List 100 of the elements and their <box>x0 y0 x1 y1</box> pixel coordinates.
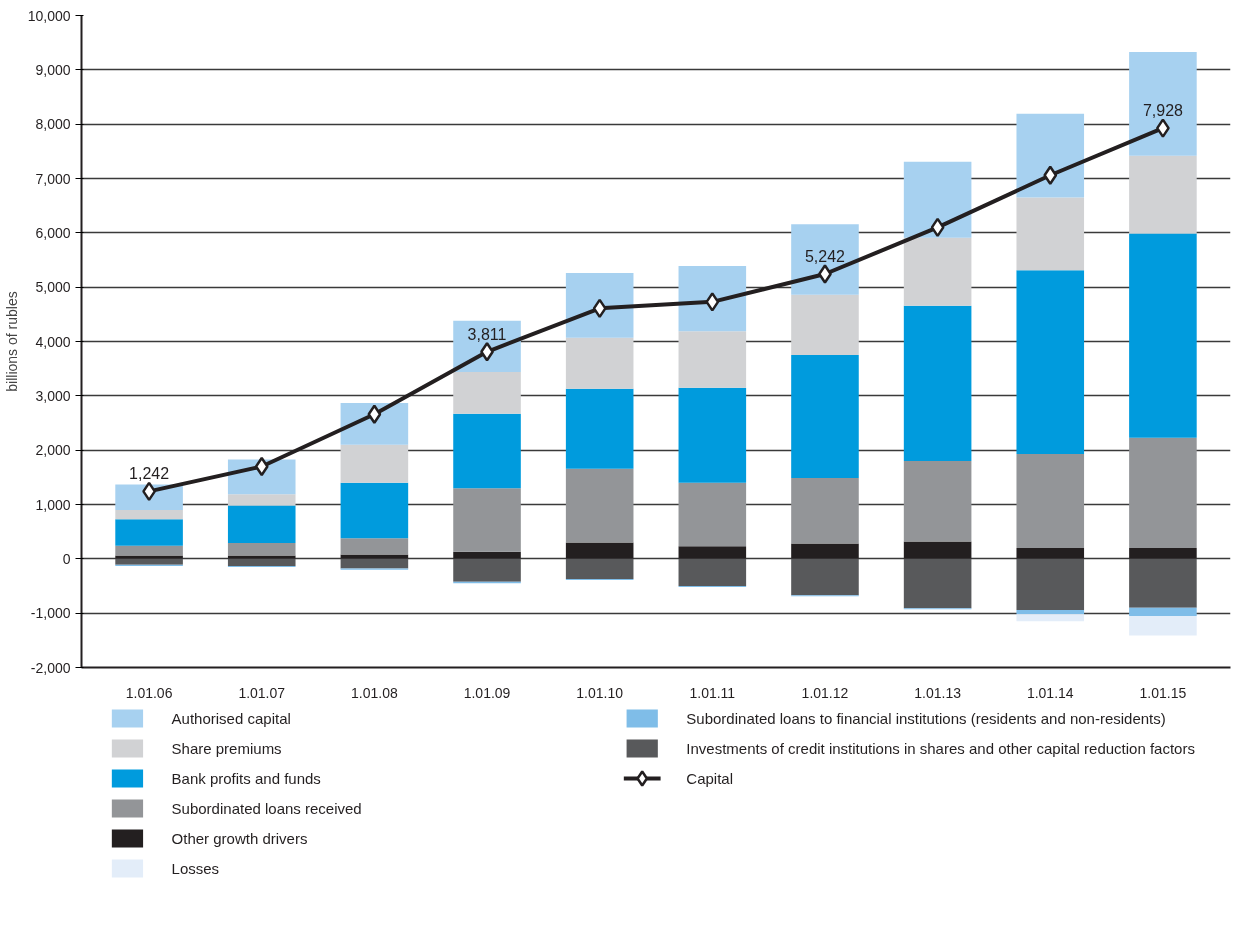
x-tick-label: 1.01.09 <box>463 684 511 701</box>
bar <box>453 488 521 552</box>
legend-label: Authorised capital <box>171 710 291 727</box>
bar <box>115 558 183 565</box>
x-tick-label: 1.01.13 <box>914 684 962 701</box>
legend-label: Bank profits and funds <box>171 770 321 787</box>
legend-label: Other growth drivers <box>171 830 308 847</box>
bar <box>1016 547 1085 559</box>
bar <box>1129 615 1197 636</box>
data-label: 1,242 <box>129 465 170 483</box>
bar <box>565 468 634 543</box>
bar <box>565 558 634 579</box>
y-tick-label: 3,000 <box>35 387 71 404</box>
point <box>1156 118 1170 138</box>
y-tick-label: 5,000 <box>35 279 71 296</box>
y-tick-label: 4,000 <box>35 333 71 350</box>
bar <box>791 224 859 295</box>
legend-label: Subordinated loans received <box>171 800 362 817</box>
x-tick-label: 1.01.15 <box>1139 684 1187 701</box>
bar <box>453 551 521 559</box>
legend-label: Subordinated loans to financial institutions (residents and non-residents) <box>686 710 1166 727</box>
bar <box>678 546 747 559</box>
x-tick-label: 1.01.06 <box>125 684 173 701</box>
y-tick-label: 7,000 <box>35 170 71 187</box>
bar <box>565 273 634 338</box>
bar <box>903 541 972 559</box>
bar <box>1016 558 1085 610</box>
data-label: 7,928 <box>1142 102 1184 120</box>
bar <box>1129 607 1197 616</box>
bar <box>903 161 972 238</box>
bar <box>340 538 409 555</box>
x-tick-label: 1.01.10 <box>576 684 624 701</box>
point <box>930 217 945 238</box>
legend-label: Capital <box>686 770 734 787</box>
y-tick-label: 6,000 <box>35 224 71 241</box>
x-tick-label: 1.01.07 <box>238 684 286 701</box>
bar <box>1129 558 1197 608</box>
y-tick-label: 1,000 <box>35 496 71 513</box>
bar <box>791 477 859 544</box>
bar <box>340 558 409 569</box>
bar <box>903 558 972 609</box>
bar <box>1129 547 1197 559</box>
bar <box>340 444 409 483</box>
legend-label: Losses <box>171 860 220 877</box>
bar <box>678 265 747 332</box>
bar <box>1016 453 1085 548</box>
bar <box>678 387 747 483</box>
y-tick-label: 10,000 <box>27 7 71 24</box>
bar <box>227 555 296 559</box>
bar <box>791 558 859 596</box>
bar <box>791 355 859 478</box>
bar <box>1016 270 1085 454</box>
bar <box>115 519 183 546</box>
y-tick-label: 0 <box>62 550 71 567</box>
bar <box>1129 155 1197 234</box>
bar <box>453 558 521 582</box>
y-tick-label: 8,000 <box>35 116 71 133</box>
x-tick-label: 1.01.12 <box>801 684 849 701</box>
bar <box>1016 609 1085 615</box>
x-tick-label: 1.01.08 <box>351 684 398 701</box>
y-tick-label: -2,000 <box>30 659 71 676</box>
data-label: 3,811 <box>467 325 507 343</box>
bar <box>115 545 183 556</box>
bar <box>678 558 747 586</box>
x-tick-label: 1.01.14 <box>1026 684 1074 701</box>
bar <box>565 388 634 469</box>
point <box>1043 165 1058 185</box>
bar <box>227 505 296 544</box>
bar <box>903 461 972 542</box>
bar <box>1016 113 1085 198</box>
bar <box>791 294 859 356</box>
bar <box>453 371 521 414</box>
x-tick-label: 1.01.11 <box>689 684 736 701</box>
y-tick-label: 2,000 <box>35 442 71 459</box>
bar <box>227 558 296 566</box>
bar <box>1129 233 1197 438</box>
legend-label: Share premiums <box>171 740 282 757</box>
bar <box>1016 197 1085 271</box>
y-axis-title: billions of rubles <box>3 291 20 392</box>
y-tick-label: 9,000 <box>35 61 71 78</box>
bar <box>115 555 183 559</box>
bar <box>565 542 634 559</box>
bar <box>340 554 409 559</box>
bar <box>115 509 183 520</box>
bar <box>678 331 747 388</box>
point <box>818 264 832 284</box>
bar <box>227 494 296 506</box>
bar <box>340 482 409 539</box>
bar <box>903 237 972 306</box>
y-tick-label: -1,000 <box>30 605 71 622</box>
bar <box>678 482 747 547</box>
bar <box>1016 614 1085 622</box>
bar <box>1129 437 1197 548</box>
bar <box>903 305 972 462</box>
legend-label: Investments of credit institutions in shares and other capital reduction factors <box>686 740 1195 757</box>
bar <box>453 413 521 489</box>
data-label: 5,242 <box>804 248 846 266</box>
bar <box>565 337 634 389</box>
bar <box>791 543 859 559</box>
bar <box>227 543 296 556</box>
